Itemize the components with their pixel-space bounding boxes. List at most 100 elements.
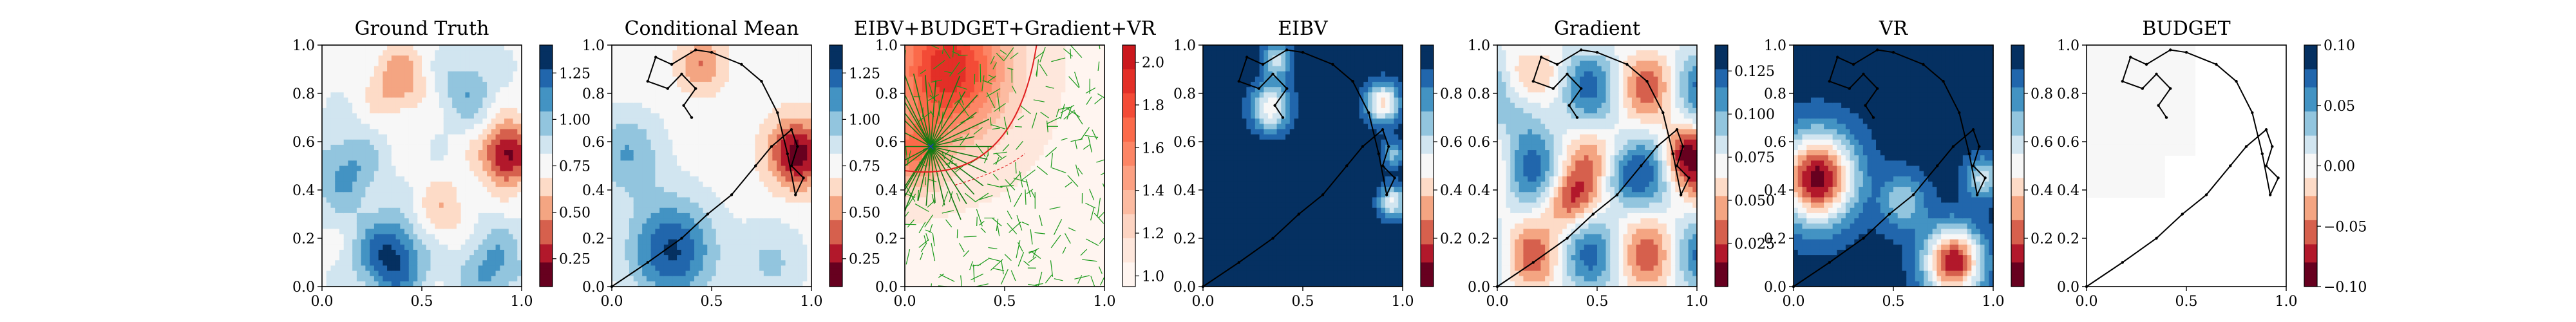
heatmap-cell [905, 118, 910, 124]
heatmap-cell [759, 202, 764, 209]
heatmap-cell [694, 181, 699, 187]
heatmap-cell [918, 276, 923, 282]
heatmap-cell [473, 118, 479, 124]
heatmap-cell [707, 134, 712, 140]
heatmap-cell [625, 55, 630, 62]
heatmap-cell [383, 160, 388, 167]
heatmap-cell [508, 218, 514, 224]
heatmap-cell [322, 192, 327, 198]
heatmap-cell [909, 76, 914, 82]
heatmap-cell [685, 234, 690, 240]
heatmap-cell [491, 45, 497, 51]
heatmap-cell [383, 76, 388, 82]
heatmap-cell [755, 192, 760, 198]
heatmap-cell [663, 61, 669, 67]
colorbar-cell [540, 220, 553, 227]
heatmap-cell [918, 150, 923, 156]
heatmap-cell [918, 281, 923, 287]
heatmap-cell [694, 270, 699, 277]
heatmap-cell [456, 97, 462, 104]
heatmap-cell [724, 76, 730, 82]
heatmap-cell [909, 61, 914, 67]
heatmap-cell [918, 61, 923, 67]
heatmap-cell [435, 270, 440, 277]
heatmap-cell [952, 92, 958, 99]
heatmap-cell [759, 187, 764, 193]
heatmap-cell [943, 71, 949, 77]
heatmap-cell [404, 276, 410, 282]
heatmap-cell [417, 276, 422, 282]
heatmap-cell [690, 139, 695, 146]
heatmap-cell [452, 166, 457, 172]
heatmap-cell [473, 102, 479, 109]
heatmap-cell [413, 97, 418, 104]
heatmap-cell [500, 234, 505, 240]
heatmap-cell [952, 118, 958, 124]
heatmap-cell [798, 134, 804, 140]
heatmap-cell [681, 207, 687, 214]
heatmap-cell [956, 66, 962, 72]
heatmap-cell [781, 87, 786, 93]
heatmap-cell [352, 213, 357, 219]
heatmap-cell [918, 108, 923, 114]
heatmap-cell [374, 270, 379, 277]
heatmap-cell [473, 160, 479, 167]
heatmap-cell [456, 265, 462, 272]
heatmap-cell [707, 265, 712, 272]
heatmap-cell [612, 229, 617, 235]
heatmap-cell [646, 218, 652, 224]
heatmap-cell [625, 223, 630, 229]
heatmap-cell [759, 87, 764, 93]
heatmap-cell [633, 118, 639, 124]
heatmap-cell [650, 202, 656, 209]
heatmap-cell [460, 202, 466, 209]
heatmap-cell [785, 50, 790, 56]
heatmap-cell [395, 50, 401, 56]
heatmap-cell [620, 87, 625, 93]
heatmap-cell [685, 202, 690, 209]
heatmap-cell [365, 82, 370, 88]
heatmap-cell [365, 87, 370, 93]
heatmap-cell [469, 118, 475, 124]
heatmap-cell [469, 276, 475, 282]
heatmap-cell [733, 202, 739, 209]
heatmap-cell [413, 118, 418, 124]
heatmap-cell [365, 181, 370, 187]
heatmap-cell [495, 255, 500, 261]
heatmap-cell [909, 129, 914, 135]
heatmap-cell [943, 50, 949, 56]
heatmap-cell [413, 155, 418, 161]
heatmap-cell [495, 276, 500, 282]
heatmap-cell [759, 213, 764, 219]
heatmap-cell [460, 281, 466, 287]
heatmap-cell [807, 76, 812, 82]
heatmap-cell [365, 207, 370, 214]
heatmap-cell [495, 144, 500, 151]
heatmap-cell [443, 234, 449, 240]
heatmap-cell [659, 187, 665, 193]
heatmap-cell [703, 171, 708, 177]
heatmap-cell [755, 129, 760, 135]
heatmap-cell [750, 150, 755, 156]
heatmap-cell [448, 139, 453, 146]
heatmap-cell [504, 134, 509, 140]
heatmap-cell [508, 255, 514, 261]
heatmap-cell [365, 97, 370, 104]
heatmap-cell [638, 124, 643, 130]
heatmap-cell [625, 234, 630, 240]
heatmap-cell [642, 218, 647, 224]
heatmap-cell [913, 144, 918, 151]
heatmap-cell [612, 187, 617, 193]
heatmap-cell [737, 144, 743, 151]
heatmap-cell [339, 87, 345, 93]
heatmap-cell [491, 102, 497, 109]
heatmap-cell [781, 260, 786, 266]
heatmap-cell [935, 207, 940, 214]
heatmap-cell [361, 118, 366, 124]
heatmap-cell [948, 260, 953, 266]
y-tick-label: 0.2 [582, 231, 605, 247]
heatmap-cell [322, 150, 327, 156]
heatmap-cell [370, 113, 375, 119]
colorbar-cell [829, 214, 842, 221]
heatmap-cell [500, 192, 505, 198]
